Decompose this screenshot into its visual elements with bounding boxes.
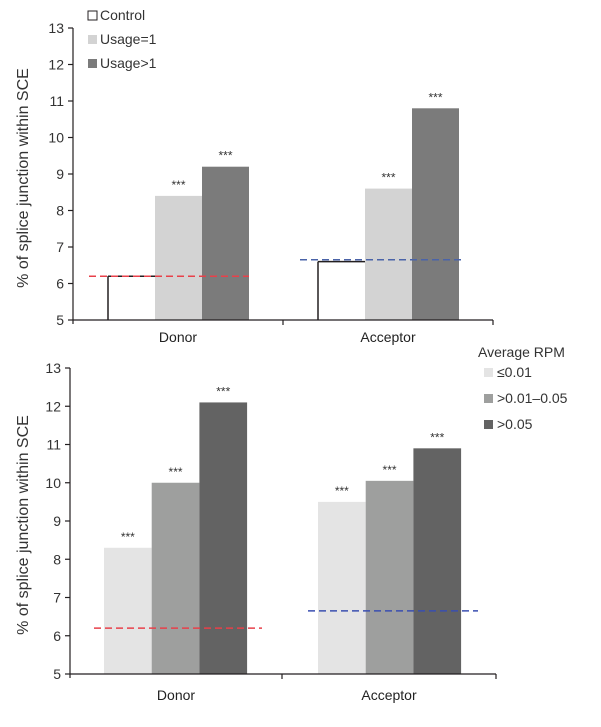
bar-top-acceptor-2: [412, 108, 459, 320]
y-tick-label: 8: [56, 203, 64, 219]
bar-top-acceptor-0: [318, 261, 365, 320]
bar-top-donor-0: [108, 276, 155, 320]
bar-bottom-acceptor-1: [365, 480, 414, 674]
significance-label: ***: [430, 430, 444, 444]
chart-panel-top: *** *** *** *** 5 6 7 8 9 10 11 12 13 % of splice jun…: [15, 7, 494, 345]
legend-swatch: [88, 59, 97, 68]
bar-top-acceptor-1: [365, 188, 412, 320]
legend-swatch: [484, 394, 493, 403]
y-tick-label: 5: [56, 312, 64, 328]
bar-bottom-donor-2: [199, 402, 248, 674]
bar-top-donor-2: [202, 166, 249, 320]
legend-swatch: [87, 10, 98, 21]
x-category-label: Acceptor: [360, 329, 416, 345]
legend-label: Usage>1: [100, 55, 157, 71]
legend-label: Usage=1: [100, 31, 157, 47]
y-axis-title: % of splice junction within SCE: [15, 415, 32, 635]
significance-label: ***: [171, 178, 185, 192]
significance-label: ***: [381, 171, 395, 185]
bar-bottom-donor-0: [104, 547, 152, 674]
legend-title: Average RPM: [478, 344, 565, 360]
y-tick-label: 13: [45, 360, 61, 376]
legend-swatch: [484, 368, 493, 377]
bar-bottom-acceptor-0: [318, 501, 366, 674]
legend-swatch: [88, 35, 97, 44]
bar-bottom-acceptor-2: [413, 448, 462, 674]
significance-label: ***: [216, 384, 230, 398]
significance-label: ***: [121, 530, 135, 544]
significance-label: ***: [169, 465, 183, 479]
legend-label: >0.05: [497, 416, 533, 432]
y-tick-label: 6: [56, 276, 64, 292]
y-tick-label: 7: [56, 239, 64, 255]
legend-label: >0.01–0.05: [497, 390, 568, 406]
y-tick-label: 12: [45, 398, 61, 414]
y-axis-title: % of splice junction within SCE: [15, 68, 32, 288]
y-tick-label: 11: [46, 437, 61, 453]
y-tick-label: 6: [53, 628, 61, 644]
bar-bottom-donor-1: [151, 482, 200, 674]
x-category-label: Donor: [157, 687, 195, 703]
bar-top-donor-1: [155, 195, 202, 320]
significance-label: ***: [383, 463, 397, 477]
significance-label: ***: [218, 149, 232, 163]
y-tick-label: 13: [48, 20, 64, 36]
legend-label: Control: [100, 7, 145, 23]
significance-label: ***: [335, 484, 349, 498]
y-tick-label: 9: [56, 166, 64, 182]
y-tick-label: 12: [48, 57, 64, 73]
y-tick-label: 10: [45, 475, 61, 491]
legend-swatch: [484, 420, 493, 429]
y-tick-label: 11: [49, 93, 64, 109]
y-tick-label: 5: [53, 666, 61, 682]
y-tick-label: 8: [53, 551, 61, 567]
y-tick-label: 10: [48, 130, 64, 146]
x-category-label: Donor: [159, 329, 197, 345]
significance-label: ***: [428, 90, 442, 104]
y-tick-label: 9: [53, 513, 61, 529]
legend-label: ≤0.01: [497, 364, 532, 380]
x-category-label: Acceptor: [361, 687, 417, 703]
chart-panel-bottom: *** *** *** *** *** *** 5 6 7 8 9 10 11 12 13 % of spli…: [15, 344, 568, 703]
y-tick-label: 7: [53, 590, 61, 606]
